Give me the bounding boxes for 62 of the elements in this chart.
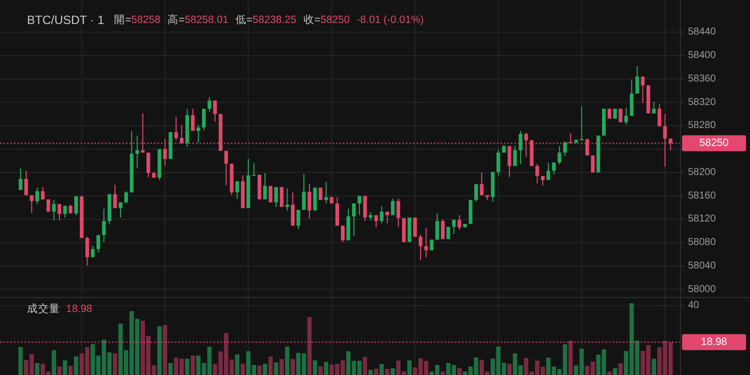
bar (290, 359, 295, 375)
bar (74, 356, 78, 375)
bar (235, 354, 240, 375)
bar (407, 360, 412, 375)
bar (362, 356, 368, 375)
annotation: 高=58258.01 (167, 13, 229, 26)
bar (240, 364, 245, 375)
bar (618, 363, 623, 375)
y-tick-label: 58320 (688, 96, 716, 108)
y-tick-label: 58080 (688, 237, 716, 248)
bar (168, 363, 173, 375)
y-tick-label: 58360 (688, 73, 716, 84)
bar (274, 362, 278, 375)
annotation: 低=58238.25 (235, 14, 296, 26)
bar (185, 358, 190, 375)
bar (157, 326, 162, 375)
text: BTC/USDT · 1 (27, 13, 104, 27)
bar (285, 346, 290, 375)
annotation: 18.98 (66, 303, 92, 315)
bar (374, 368, 378, 375)
bar (318, 366, 323, 375)
bar (18, 347, 23, 375)
bar (312, 360, 318, 375)
annotation: 收=58250 (303, 14, 350, 26)
y-tick-label: 58400 (688, 50, 716, 62)
bar (568, 340, 573, 375)
bar (440, 372, 445, 375)
bar (280, 359, 284, 375)
bar (112, 353, 118, 375)
bar (380, 364, 384, 375)
bar (268, 356, 273, 375)
bar (162, 325, 168, 375)
y-tick-label: 58280 (688, 120, 716, 132)
annotation: 開=58258 (114, 14, 161, 26)
bar (257, 365, 262, 375)
bar (57, 366, 62, 375)
y-tick-label: 58040 (688, 260, 716, 272)
bar (612, 368, 618, 375)
bar (324, 362, 328, 375)
ref-line-label: 58250 (699, 137, 729, 150)
y-tick-label: 58200 (688, 166, 716, 178)
bar (35, 363, 40, 375)
bar (52, 350, 56, 375)
bar (385, 368, 390, 375)
bar (62, 360, 68, 375)
bar (457, 368, 462, 375)
bar (607, 372, 612, 375)
bar (190, 356, 195, 375)
bar (507, 364, 512, 375)
y-tick-label: 58160 (688, 190, 716, 202)
annotation: -8.01 (-0.01%) (356, 14, 424, 26)
bar (262, 364, 268, 375)
y-tick-label: 40 (688, 300, 700, 312)
bar (390, 368, 395, 375)
ref-line-label: 18.98 (700, 336, 728, 348)
y-tick-label: 58000 (688, 284, 716, 295)
bar (652, 358, 656, 375)
bar (68, 366, 73, 375)
text: 成交量 (27, 302, 60, 315)
y-tick-label: 58440 (688, 26, 716, 38)
bar (307, 316, 312, 375)
y-tick-label: 58120 (688, 214, 716, 225)
